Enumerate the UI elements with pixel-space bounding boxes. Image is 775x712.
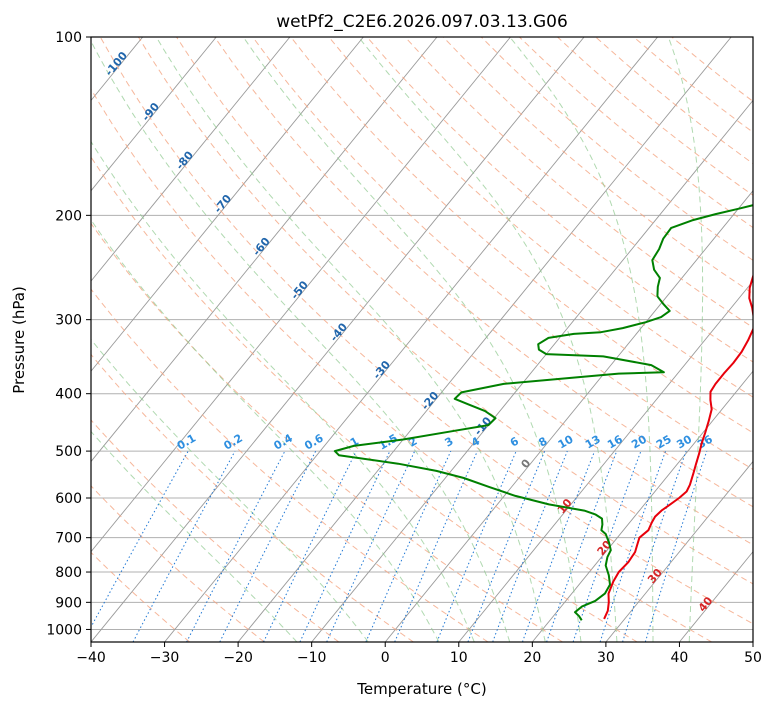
x-tick-label: 10 [450, 650, 468, 666]
x-axis-label: Temperature (°C) [356, 680, 486, 698]
dry-adiabat [329, 37, 775, 642]
isotherm-label: -100 [102, 49, 130, 79]
y-tick-label: 900 [55, 595, 82, 611]
mixing-ratio-label: 0.6 [302, 431, 326, 452]
x-tick-label: −10 [297, 650, 327, 666]
x-tick-label: 30 [597, 650, 615, 666]
mixing-ratio-line [523, 451, 595, 642]
moist-adiabat [156, 37, 545, 642]
y-tick-label: 600 [55, 491, 82, 507]
y-tick-label: 200 [55, 208, 82, 224]
isotherm-label: -30 [370, 358, 393, 382]
isotherm-line [753, 37, 775, 642]
moist-adiabat [668, 37, 702, 642]
mixing-ratio-label: 25 [654, 433, 674, 452]
dry-adiabat [0, 37, 488, 642]
x-tick-label: −40 [76, 650, 106, 666]
mixing-ratio-line [645, 451, 707, 642]
y-tick-label: 300 [55, 313, 82, 329]
x-tick-label: 40 [671, 650, 689, 666]
isotherm-label: -80 [173, 148, 196, 172]
dry-adiabat [405, 37, 775, 642]
mixing-ratio-line [220, 451, 316, 642]
mixing-ratio-line [187, 451, 285, 642]
mixing-ratio-label: 16 [605, 432, 625, 451]
moist-adiabat [0, 50, 439, 642]
dry-adiabat [215, 37, 775, 642]
mixing-ratio-label: 13 [583, 433, 603, 452]
x-tick-label: 50 [744, 650, 762, 666]
dry-adiabat [0, 37, 339, 642]
isotherm-label: -60 [250, 235, 273, 259]
moist-adiabat [0, 150, 297, 642]
mixing-ratio-line [395, 451, 478, 642]
y-tick-label: 700 [55, 531, 82, 547]
dry-adiabat [62, 37, 712, 642]
isotherm-label: 20 [595, 538, 615, 558]
dry-adiabat [0, 37, 190, 642]
isotherm-line [385, 37, 775, 642]
chart-title: wetPf2_C2E6.2026.097.03.13.G06 [276, 12, 568, 32]
dry-adiabat [672, 37, 775, 642]
dry-adiabat [558, 37, 775, 642]
mixing-ratio-label: 30 [674, 432, 694, 451]
isotherm-line [679, 37, 775, 642]
mixing-ratio-line [468, 451, 545, 642]
isotherm-label: -20 [419, 389, 442, 413]
isotherm-label: -90 [139, 100, 162, 124]
isotherm-line [0, 37, 363, 642]
isotherm-label: 30 [645, 566, 665, 586]
mixing-ratio-line [264, 451, 357, 642]
isotherm-label: 40 [696, 594, 716, 614]
x-tick-label: 20 [523, 650, 541, 666]
mixing-ratio-line [437, 451, 516, 642]
isotherm-label: -50 [288, 278, 311, 302]
dry-adiabat [100, 37, 775, 642]
moist-adiabat [89, 37, 510, 642]
mixing-ratio-label: 0.2 [222, 432, 245, 453]
temperature-profile [604, 37, 775, 619]
mixing-ratio-label: 6 [508, 434, 521, 449]
isotherm-label: 0 [518, 456, 533, 470]
isotherm-line [459, 37, 775, 642]
moist-adiabat [0, 105, 368, 643]
moist-adiabat [243, 37, 581, 642]
moist-adiabat [359, 37, 617, 642]
y-axis-label: Pressure (hPa) [10, 286, 28, 394]
mixing-ratio-label: 10 [556, 432, 576, 451]
y-tick-label: 100 [55, 30, 82, 46]
isotherm-line [532, 37, 775, 642]
isotherm-line [0, 37, 437, 642]
x-tick-label: 0 [381, 650, 390, 666]
mixing-ratio-label: 3 [442, 435, 455, 450]
y-tick-label: 800 [55, 565, 82, 581]
mixing-ratio-label: 0.4 [271, 431, 295, 452]
y-tick-label: 1000 [46, 622, 82, 638]
isotherm-line [0, 37, 216, 642]
dry-adiabat [0, 37, 413, 642]
mixing-ratio-label: 8 [536, 435, 549, 450]
dry-adiabat [0, 37, 563, 642]
y-tick-label: 500 [55, 444, 82, 460]
dry-adiabat [177, 37, 775, 642]
isotherm-label: -70 [211, 192, 234, 216]
x-tick-label: −30 [150, 650, 180, 666]
x-tick-label: −20 [223, 650, 253, 666]
mixing-ratio-line [83, 451, 188, 642]
y-tick-label: 400 [55, 387, 82, 403]
mixing-ratio-label: 20 [629, 432, 649, 451]
moist-adiabat [35, 37, 474, 642]
